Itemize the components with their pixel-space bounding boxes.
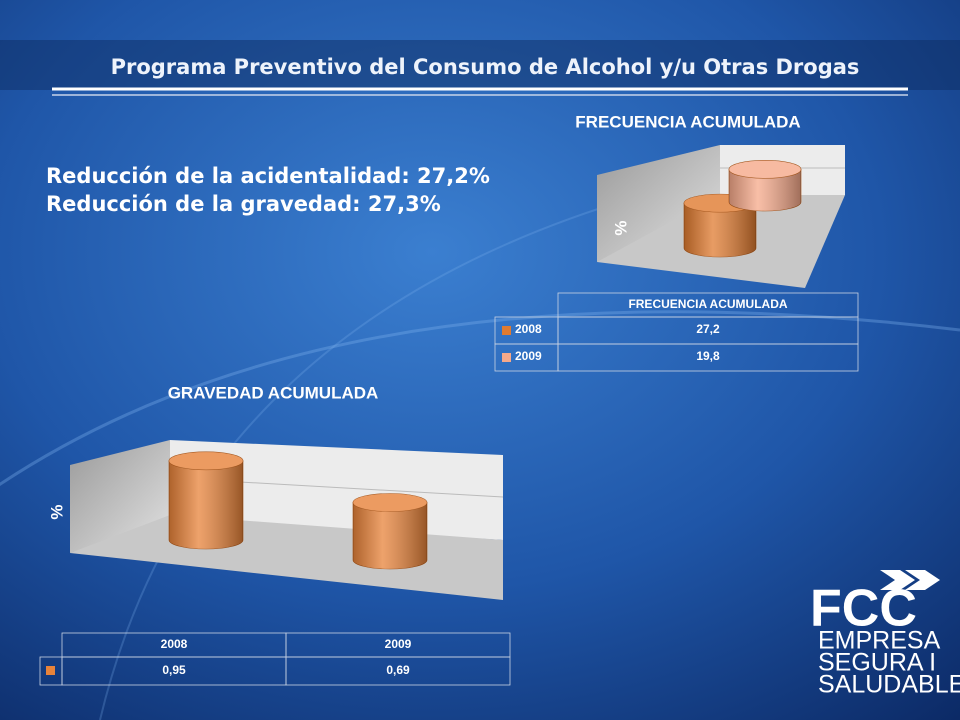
value-label: 0,95 — [162, 663, 186, 677]
legend-swatch — [502, 353, 511, 362]
cylinder-top-light — [729, 160, 801, 179]
y-axis-label: % — [611, 220, 630, 235]
cylinder-top-light — [353, 493, 427, 512]
table-header: 2008 — [161, 637, 188, 651]
legend-swatch — [502, 326, 511, 335]
value-label: 0,69 — [386, 663, 410, 677]
value-label: 27,2 — [696, 322, 720, 336]
logo-chevron — [880, 570, 915, 590]
logo-line: SALUDABLE — [818, 671, 960, 699]
decor-arc — [0, 310, 960, 487]
logo: FCC EMPRESA SEGURA I SALUDABLE — [810, 570, 960, 699]
legend-label: 2009 — [515, 349, 542, 363]
highlight: Reducción de la gravedad: 27,3% — [46, 192, 441, 216]
table-header: 2009 — [385, 637, 412, 651]
cylinder-top — [728, 160, 802, 179]
legend-label: 2008 — [515, 322, 542, 336]
cylinder-top-light — [169, 451, 243, 470]
title-band — [0, 40, 960, 90]
cylinder-shade — [729, 169, 801, 211]
cylinder-top — [168, 451, 244, 471]
logo-line: EMPRESA — [818, 627, 941, 655]
legend-swatch — [46, 666, 55, 675]
logo-line: SEGURA I — [818, 649, 936, 677]
decor-arc — [99, 179, 701, 720]
chart-title: GRAVEDAD ACUMULADA — [168, 383, 379, 402]
chart-title: FRECUENCIA ACUMULADA — [575, 112, 800, 131]
logo-chevron — [905, 570, 940, 590]
slide-title: Programa Preventivo del Consumo de Alcoh… — [111, 55, 860, 79]
cylinder-top — [352, 493, 428, 512]
value-label: 19,8 — [696, 349, 720, 363]
table-header: FRECUENCIA ACUMULADA — [628, 297, 787, 311]
cylinder-shade — [169, 460, 243, 549]
cylinder-shade — [353, 502, 427, 569]
y-axis-label: % — [47, 504, 66, 519]
highlight: Reducción de la acidentalidad: 27,2% — [46, 164, 490, 188]
logo-brand: FCC — [810, 580, 917, 638]
table-cell — [557, 343, 859, 372]
table-cell — [285, 656, 511, 686]
cylinder-shade — [684, 203, 756, 257]
